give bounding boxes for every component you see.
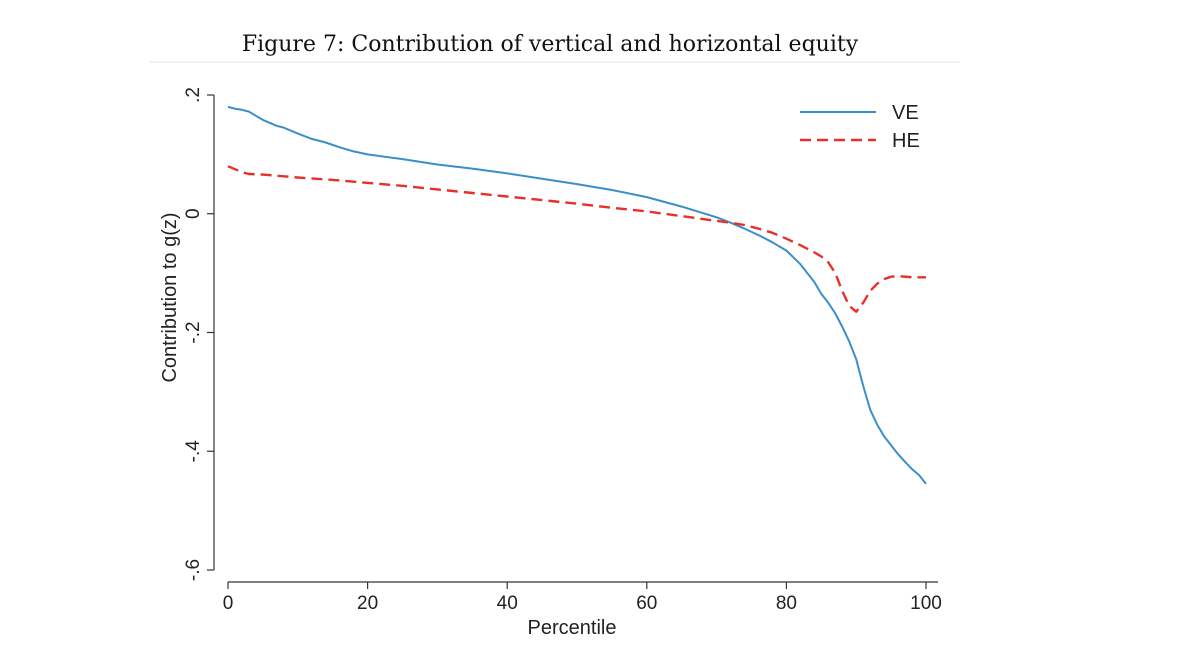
series-layer (227, 105, 927, 485)
y-tick-label: -.2 (183, 321, 204, 343)
y-tick-label: 0 (183, 208, 204, 219)
x-tick-label: 80 (776, 593, 797, 614)
legend: VE HE (800, 102, 920, 152)
y-tick-label: -.6 (183, 559, 204, 581)
x-tick-label: 40 (497, 593, 518, 614)
x-axis-title: Percentile (528, 617, 617, 639)
series-line-he (227, 165, 926, 313)
legend-label-he: HE (892, 130, 920, 152)
y-tick-label: .2 (183, 87, 204, 103)
figure-title: Figure 7: Contribution of vertical and h… (241, 32, 859, 57)
x-tick-label: 100 (910, 593, 942, 614)
axes: .2 0 -.2 -.4 -.6 0 20 40 60 80 100 (183, 87, 942, 614)
series-line-ve (227, 105, 927, 485)
y-axis-title: Contribution to g(z) (159, 212, 181, 382)
x-tick-label: 60 (636, 593, 657, 614)
y-tick-label: -.4 (183, 440, 204, 463)
x-tick-label: 20 (357, 593, 378, 614)
x-tick-label: 0 (223, 593, 234, 614)
legend-label-ve: VE (892, 102, 919, 124)
